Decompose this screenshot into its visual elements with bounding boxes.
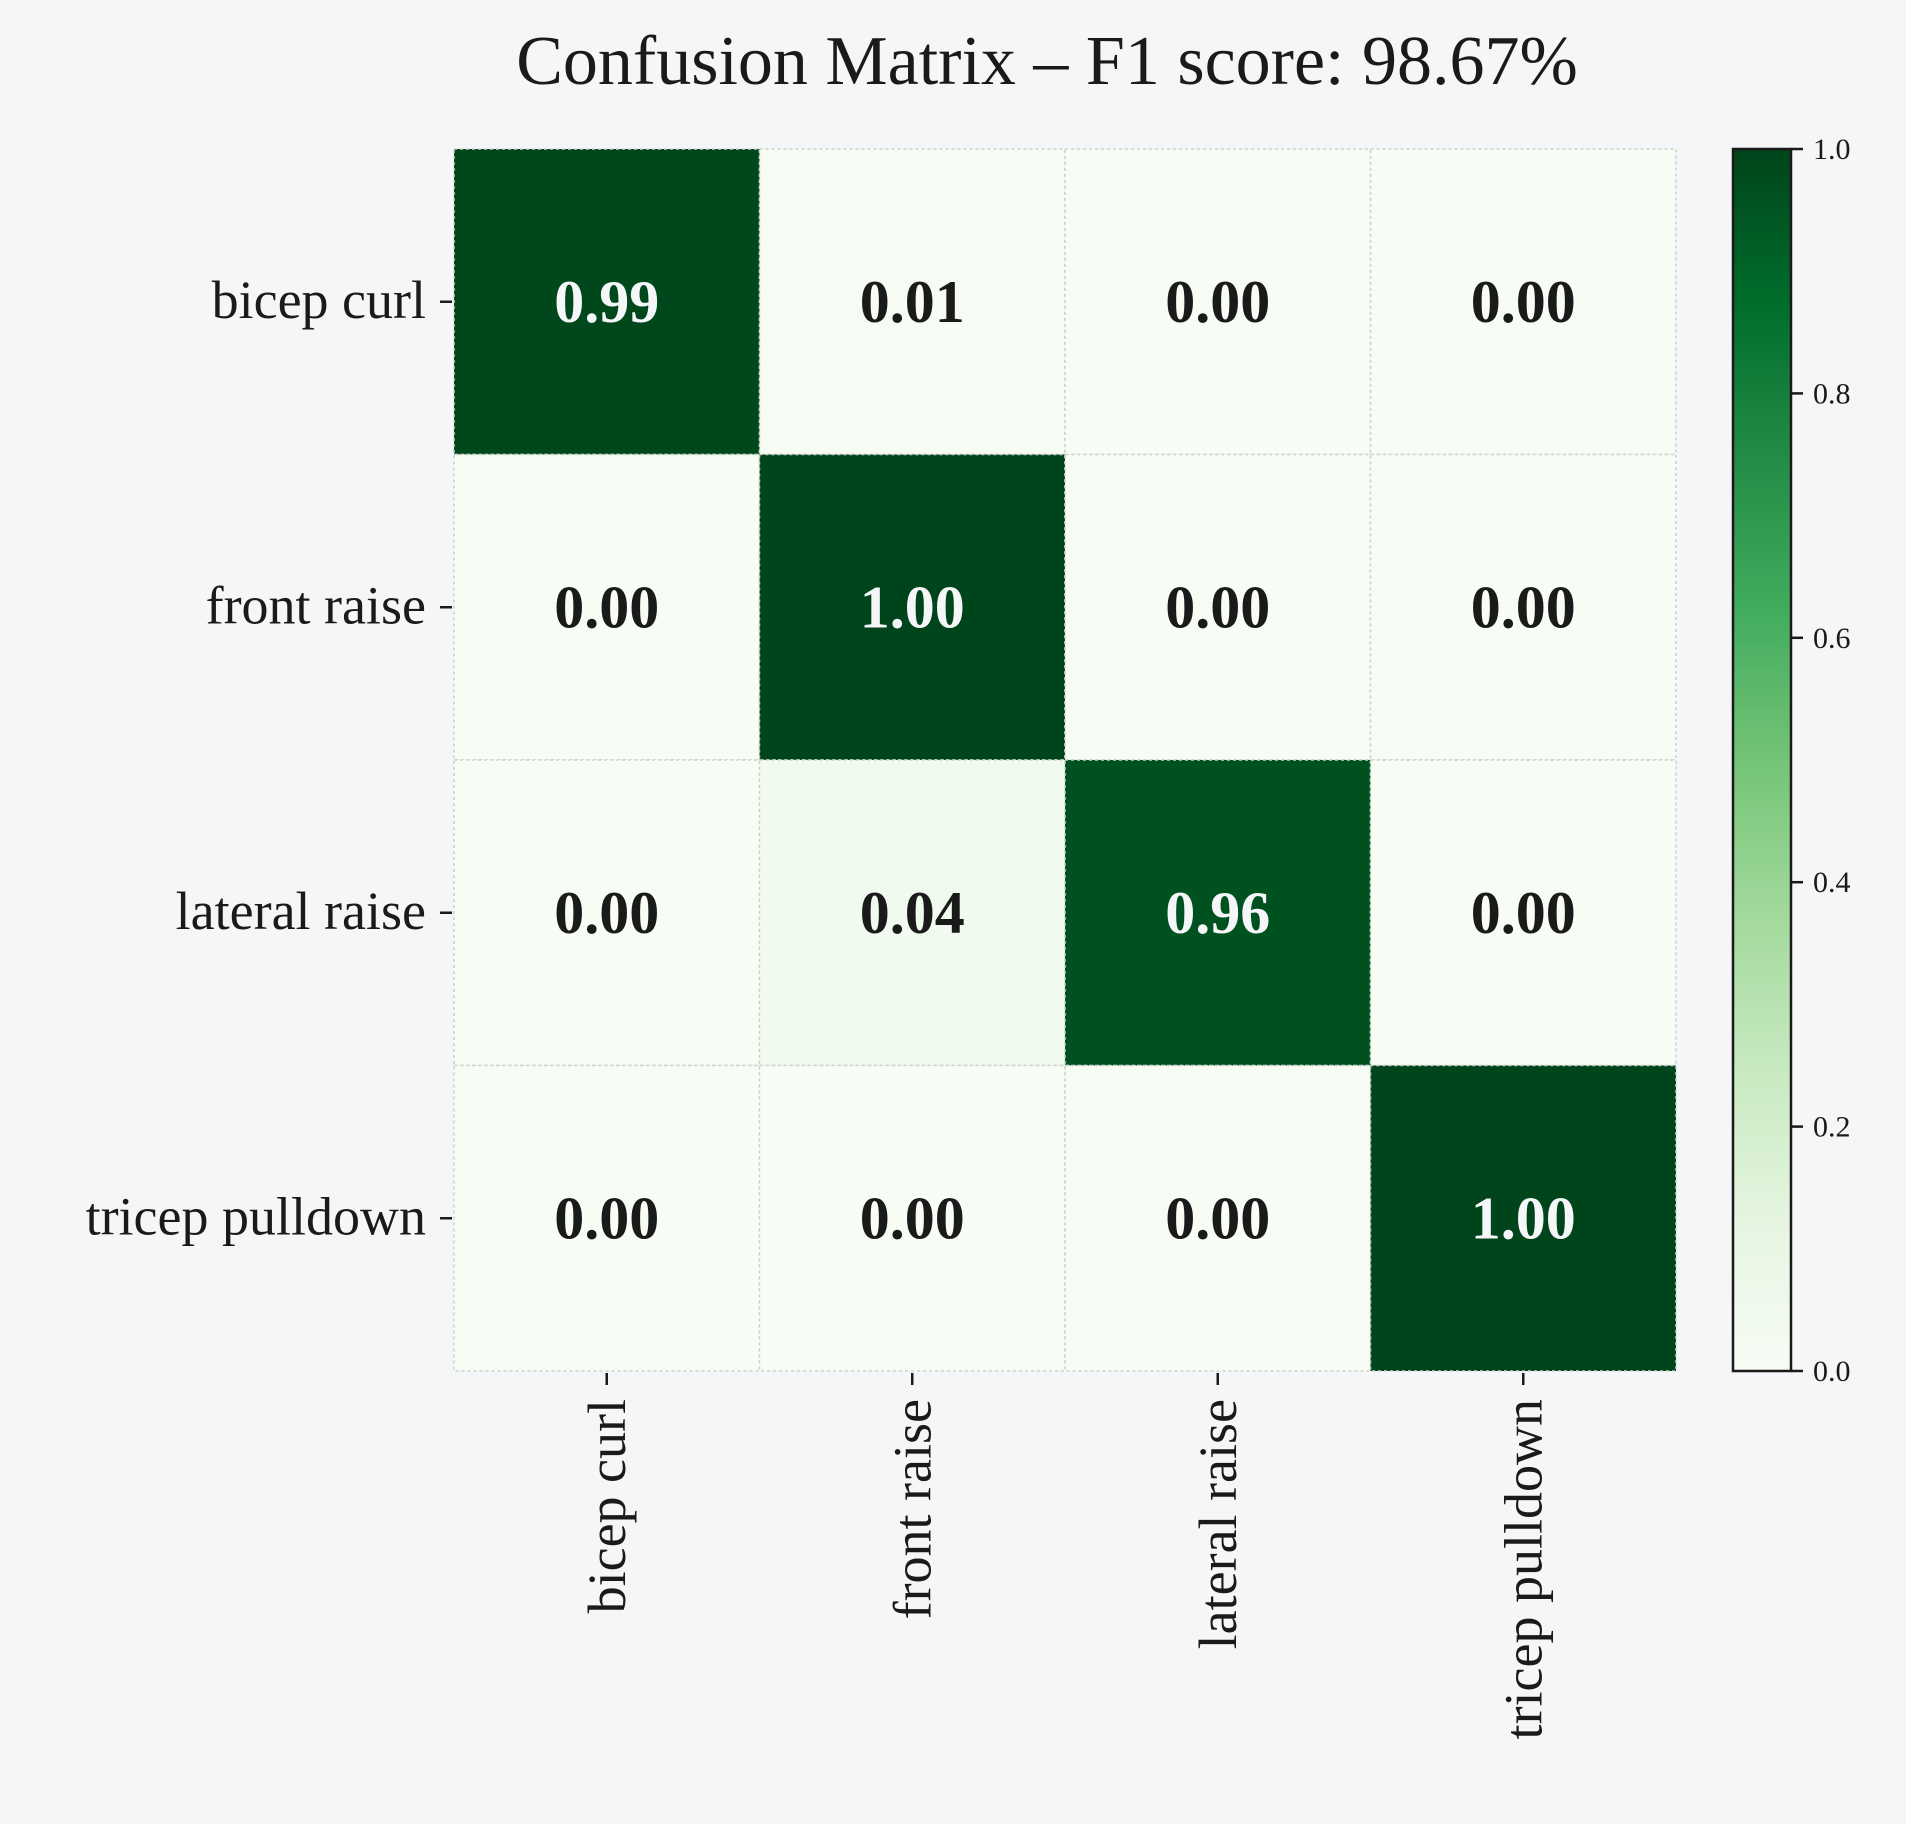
heatmap-cell <box>1369 759 1677 1067</box>
heatmap-cell <box>1369 453 1677 761</box>
cell-value-label: 0.00 <box>554 880 659 946</box>
colorbar-tick-label: 0.6 <box>1813 622 1851 655</box>
heatmap-cell <box>1064 453 1372 761</box>
colorbar-tick-label: 0.8 <box>1813 377 1851 410</box>
heatmap-cell <box>758 759 1066 1067</box>
colorbar-tick-label: 0.0 <box>1813 1355 1851 1388</box>
colorbar: 0.0 0.2 0.4 0.6 0.8 1.0 <box>1731 133 1851 1388</box>
x-tick-label: bicep curl <box>577 1399 637 1613</box>
x-tick-label: front raise <box>882 1399 942 1619</box>
cell-value-label: 0.00 <box>1471 574 1576 640</box>
cell-value-label: 0.96 <box>1165 880 1270 946</box>
heatmap-cell <box>453 1064 761 1372</box>
y-axis: bicep curl front raise lateral raise tricep… <box>86 270 452 1246</box>
colorbar-tick-label: 1.0 <box>1813 133 1851 166</box>
cell-value-label: 0.00 <box>1471 269 1576 335</box>
y-tick-label: bicep curl <box>212 270 426 330</box>
cell-value-label: 1.00 <box>1471 1185 1576 1251</box>
heatmap-cell-labels: 0.99 0.01 0.00 0.00 0.00 1.00 0.00 0.00 0.00 0.04… <box>554 269 1576 1252</box>
heatmap-cell <box>1369 1064 1677 1372</box>
heatmap-cells <box>453 148 1677 1372</box>
cell-value-label: 0.00 <box>860 1185 965 1251</box>
heatmap-cell <box>453 453 761 761</box>
cell-value-label: 0.00 <box>554 574 659 640</box>
colorbar-tick-label: 0.2 <box>1813 1111 1851 1144</box>
cell-value-label: 0.00 <box>1471 880 1576 946</box>
heatmap-cell <box>758 1064 1066 1372</box>
heatmap-cell <box>1369 148 1677 456</box>
heatmap-cell <box>1064 148 1372 456</box>
y-tick-label: front raise <box>206 575 426 635</box>
y-tick-label: lateral raise <box>176 881 426 941</box>
colorbar-gradient <box>1731 147 1793 1373</box>
cell-value-label: 0.00 <box>1165 1185 1270 1251</box>
heatmap-cell <box>1064 1064 1372 1372</box>
cell-value-label: 0.00 <box>1165 269 1270 335</box>
cell-value-label: 0.00 <box>1165 574 1270 640</box>
cell-value-label: 1.00 <box>860 574 965 640</box>
x-axis: bicep curl front raise lateral raise tricep… <box>577 1373 1553 1739</box>
cell-value-label: 0.04 <box>860 880 965 946</box>
cell-value-label: 0.99 <box>554 269 659 335</box>
heatmap-cell <box>453 148 761 456</box>
cell-value-label: 0.01 <box>860 269 965 335</box>
x-tick-label: lateral raise <box>1188 1399 1248 1649</box>
heatmap-cell <box>758 453 1066 761</box>
chart-title: Confusion Matrix – F1 score: 98.67% <box>516 23 1578 100</box>
colorbar-tick-label: 0.4 <box>1813 866 1851 899</box>
y-tick-label: tricep pulldown <box>86 1186 426 1246</box>
heatmap-cell <box>758 148 1066 456</box>
cell-value-label: 0.00 <box>554 1185 659 1251</box>
x-tick-label: tricep pulldown <box>1493 1399 1553 1739</box>
